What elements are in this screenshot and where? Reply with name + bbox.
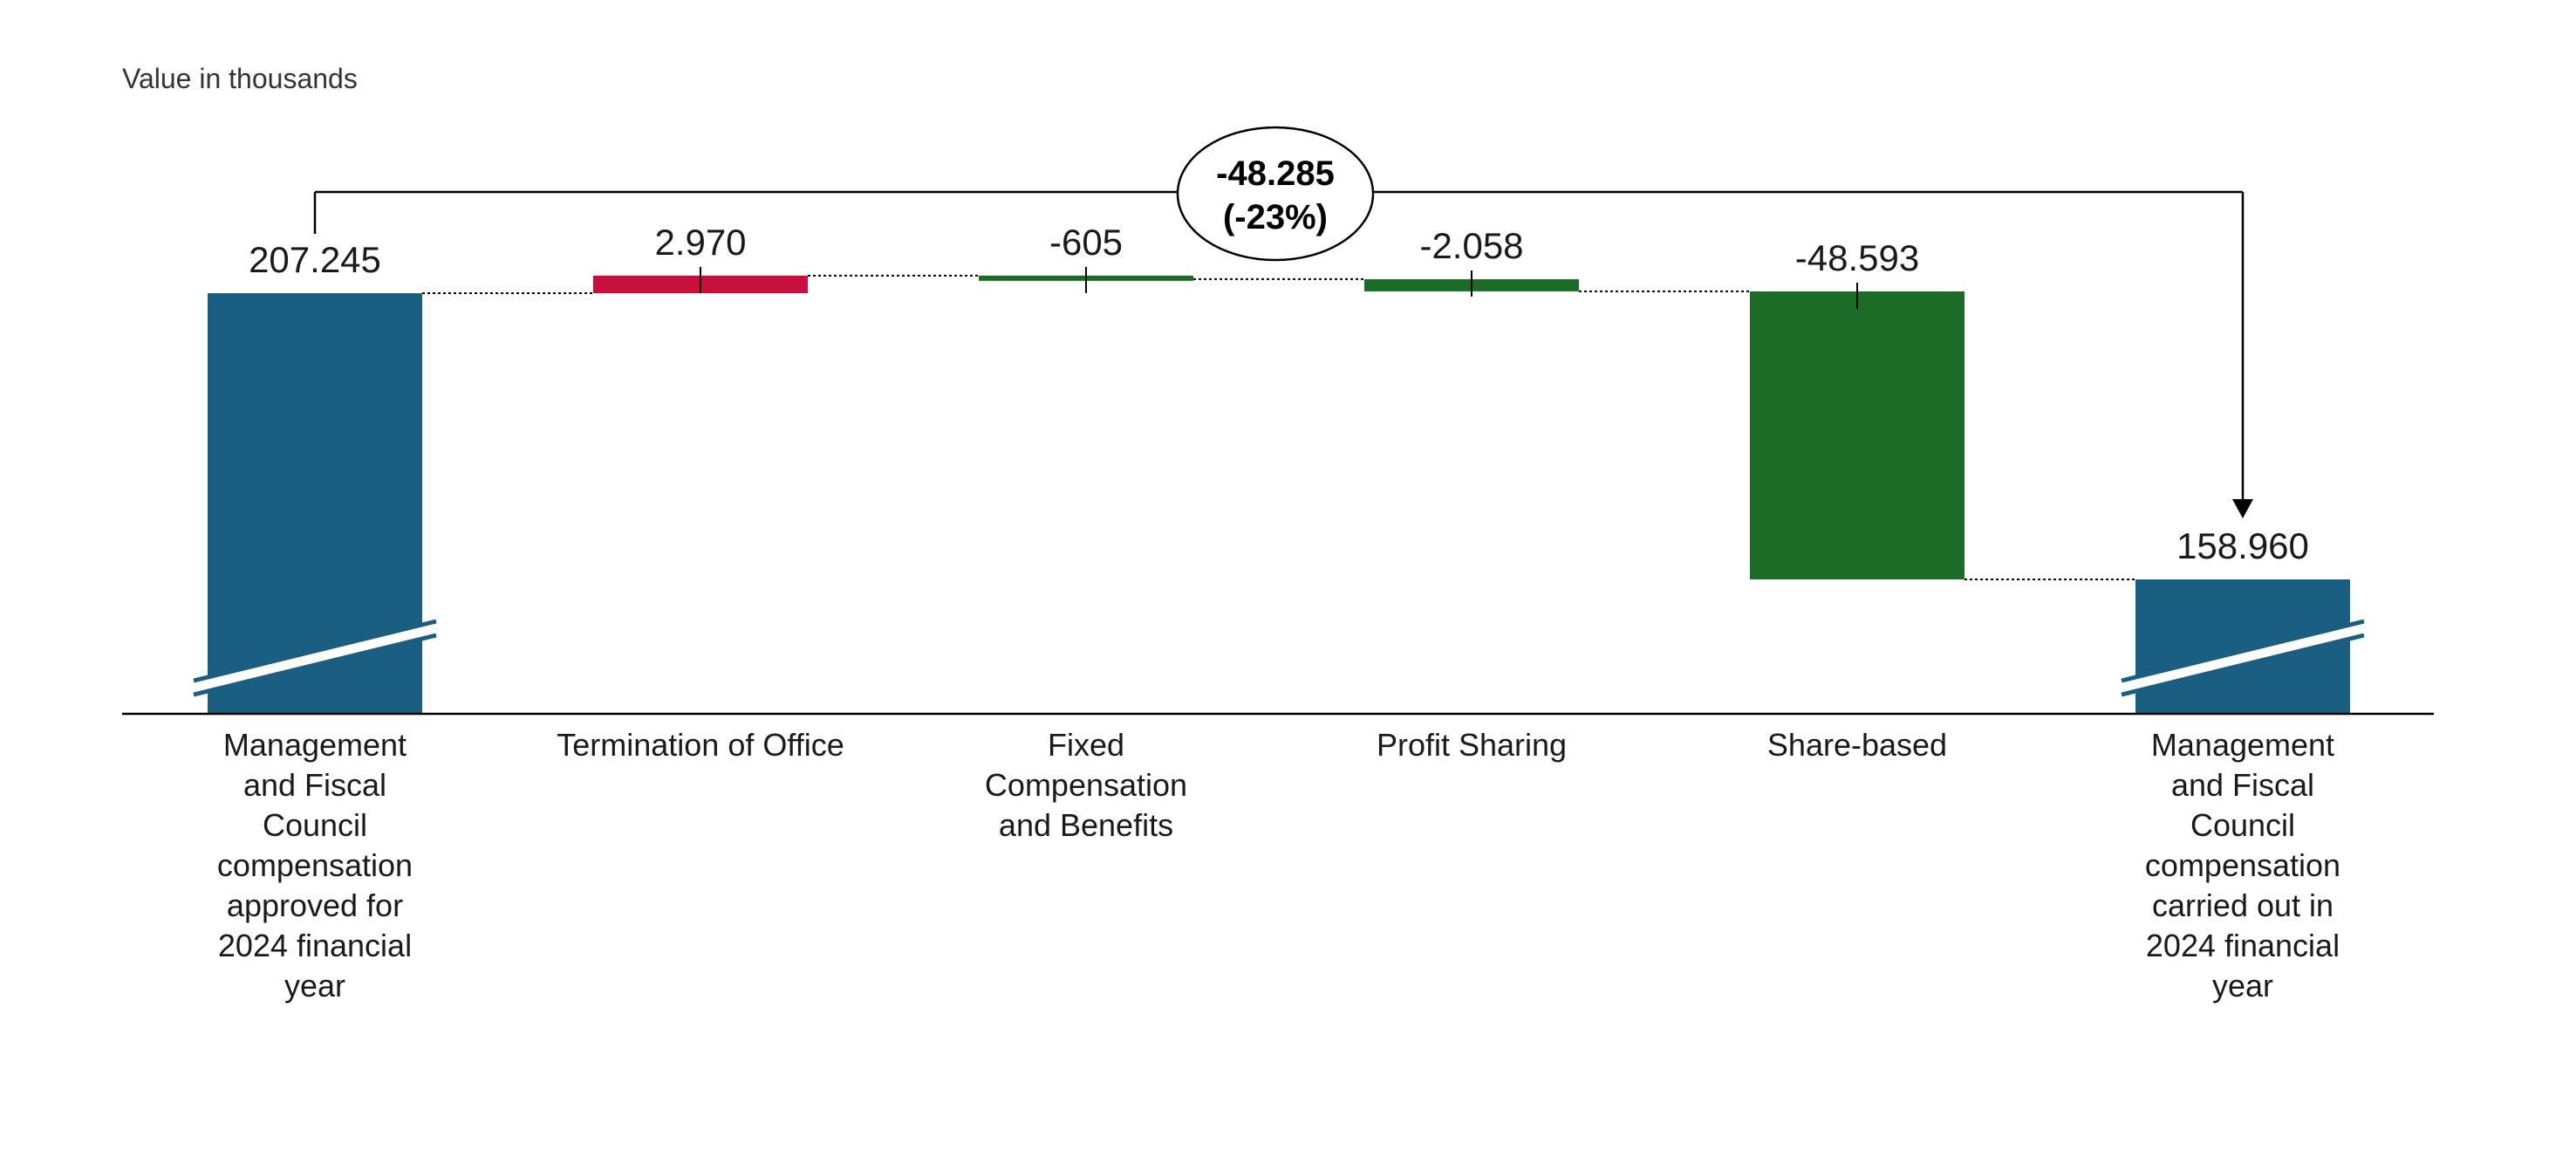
total-change-value: -48.285: [1216, 154, 1335, 193]
axis-break-gap: [2122, 621, 2364, 695]
axis-break-line: [2121, 619, 2365, 683]
unit-note: Value in thousands: [122, 63, 358, 94]
data-label: -48.593: [1795, 237, 1919, 278]
data-label: 158.960: [2176, 525, 2309, 566]
category-label: Share-based: [1767, 727, 1947, 763]
data-label: 2.970: [654, 222, 746, 263]
axis-break-line: [2121, 633, 2365, 697]
axis-break-line: [193, 619, 437, 683]
category-label: Profit Sharing: [1377, 727, 1567, 763]
bar-5: [1750, 291, 1964, 580]
data-label: -605: [1049, 222, 1123, 263]
bracket-arrowhead: [2232, 499, 2253, 518]
category-label: Termination of Office: [557, 727, 844, 763]
category-label: Fixed Compensation and Benefits: [985, 727, 1187, 843]
category-label: Management and Fiscal Council compensation c…: [2145, 727, 2340, 1004]
total-change-percent: (-23%): [1223, 198, 1328, 236]
axis-break-line: [193, 633, 437, 697]
axis-break-gap: [194, 621, 436, 695]
category-label: Management and Fiscal Council compensation a…: [217, 727, 413, 1004]
total-change-bubble: [1176, 126, 1375, 262]
data-label: 207.245: [249, 239, 381, 280]
data-label: -2.058: [1419, 225, 1523, 266]
